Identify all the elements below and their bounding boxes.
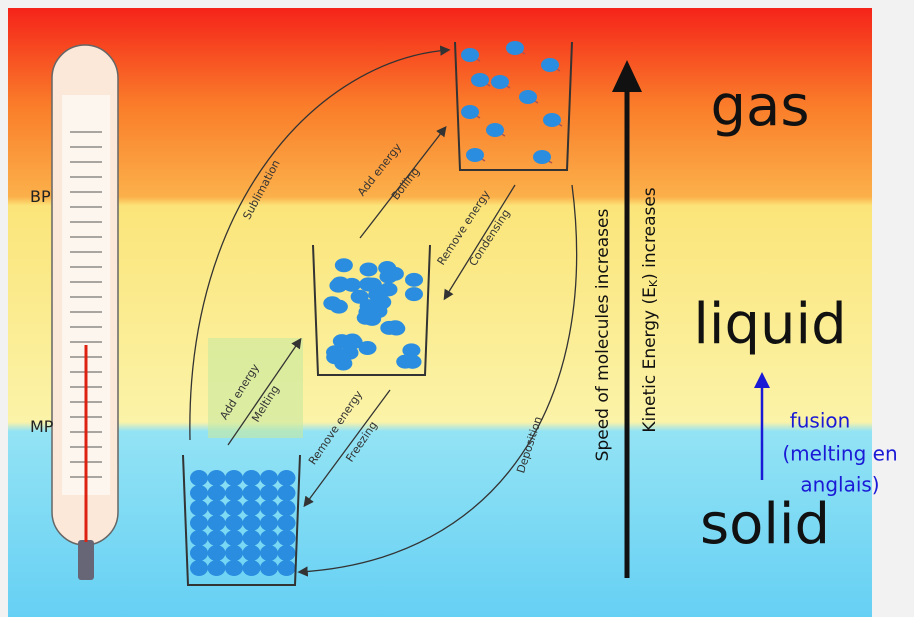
molecule [260,515,278,531]
molecule [358,341,376,355]
molecule [360,262,378,276]
molecule [225,545,243,561]
molecule [260,500,278,516]
molecule [491,75,509,89]
kinetic-text: Kinetic Energy (E [640,287,660,433]
molecule [360,299,378,313]
molecule [278,545,296,561]
molecule [225,500,243,516]
molecule [190,545,208,561]
molecule [208,545,226,561]
molecule [190,530,208,546]
molecule [208,485,226,501]
mp-label: MP [30,417,54,436]
solid-label: solid [700,492,830,557]
molecule [208,500,226,516]
molecule [260,560,278,576]
note-line: (melting en [782,442,897,466]
molecule [225,530,243,546]
molecule [343,278,361,292]
molecule [278,500,296,516]
molecule [243,470,261,486]
molecule [466,148,484,162]
molecule [405,287,423,301]
molecule [386,320,404,334]
molecule [208,530,226,546]
molecule [386,267,404,281]
molecule [486,123,504,137]
molecule [541,58,559,72]
liquid-label: liquid [693,292,846,357]
molecule [190,470,208,486]
molecule [461,48,479,62]
molecule [243,485,261,501]
molecule [519,90,537,104]
molecule [260,470,278,486]
molecule [208,470,226,486]
molecule [243,515,261,531]
molecule [402,343,420,357]
thermometer-bulb [78,540,94,580]
molecule [190,560,208,576]
molecule [208,560,226,576]
highlight [208,338,303,438]
bp-label: BP [30,187,51,206]
gas-label: gas [710,74,809,139]
note-line: fusion [790,409,851,433]
molecule [190,515,208,531]
kinetic-label: Kinetic Energy (EK) increases [640,187,660,432]
molecule [405,273,423,287]
molecule [243,530,261,546]
molecule [243,560,261,576]
kinetic-text-end: ) increases [640,187,660,280]
molecule [278,485,296,501]
molecule [278,515,296,531]
molecule [260,545,278,561]
diagram: BP MP Sublimation Add energy Boiling Rem… [0,0,914,617]
molecule [208,515,226,531]
molecule [543,113,561,127]
molecule [225,515,243,531]
molecule [323,296,341,310]
molecule [243,500,261,516]
molecule [278,530,296,546]
molecule [340,346,358,360]
molecule [343,333,361,347]
molecule [335,258,353,272]
speed-label: Speed of molecules increases [593,209,613,462]
molecule [471,73,489,87]
molecule [243,545,261,561]
molecule [533,150,551,164]
note-line: anglais) [800,473,879,497]
molecule [260,530,278,546]
molecule [278,560,296,576]
molecule [260,485,278,501]
molecule [225,560,243,576]
molecule [225,470,243,486]
molecule [190,485,208,501]
molecule [190,500,208,516]
molecule [361,278,379,292]
molecule [506,41,524,55]
molecule [461,105,479,119]
molecule [225,485,243,501]
molecule [278,470,296,486]
